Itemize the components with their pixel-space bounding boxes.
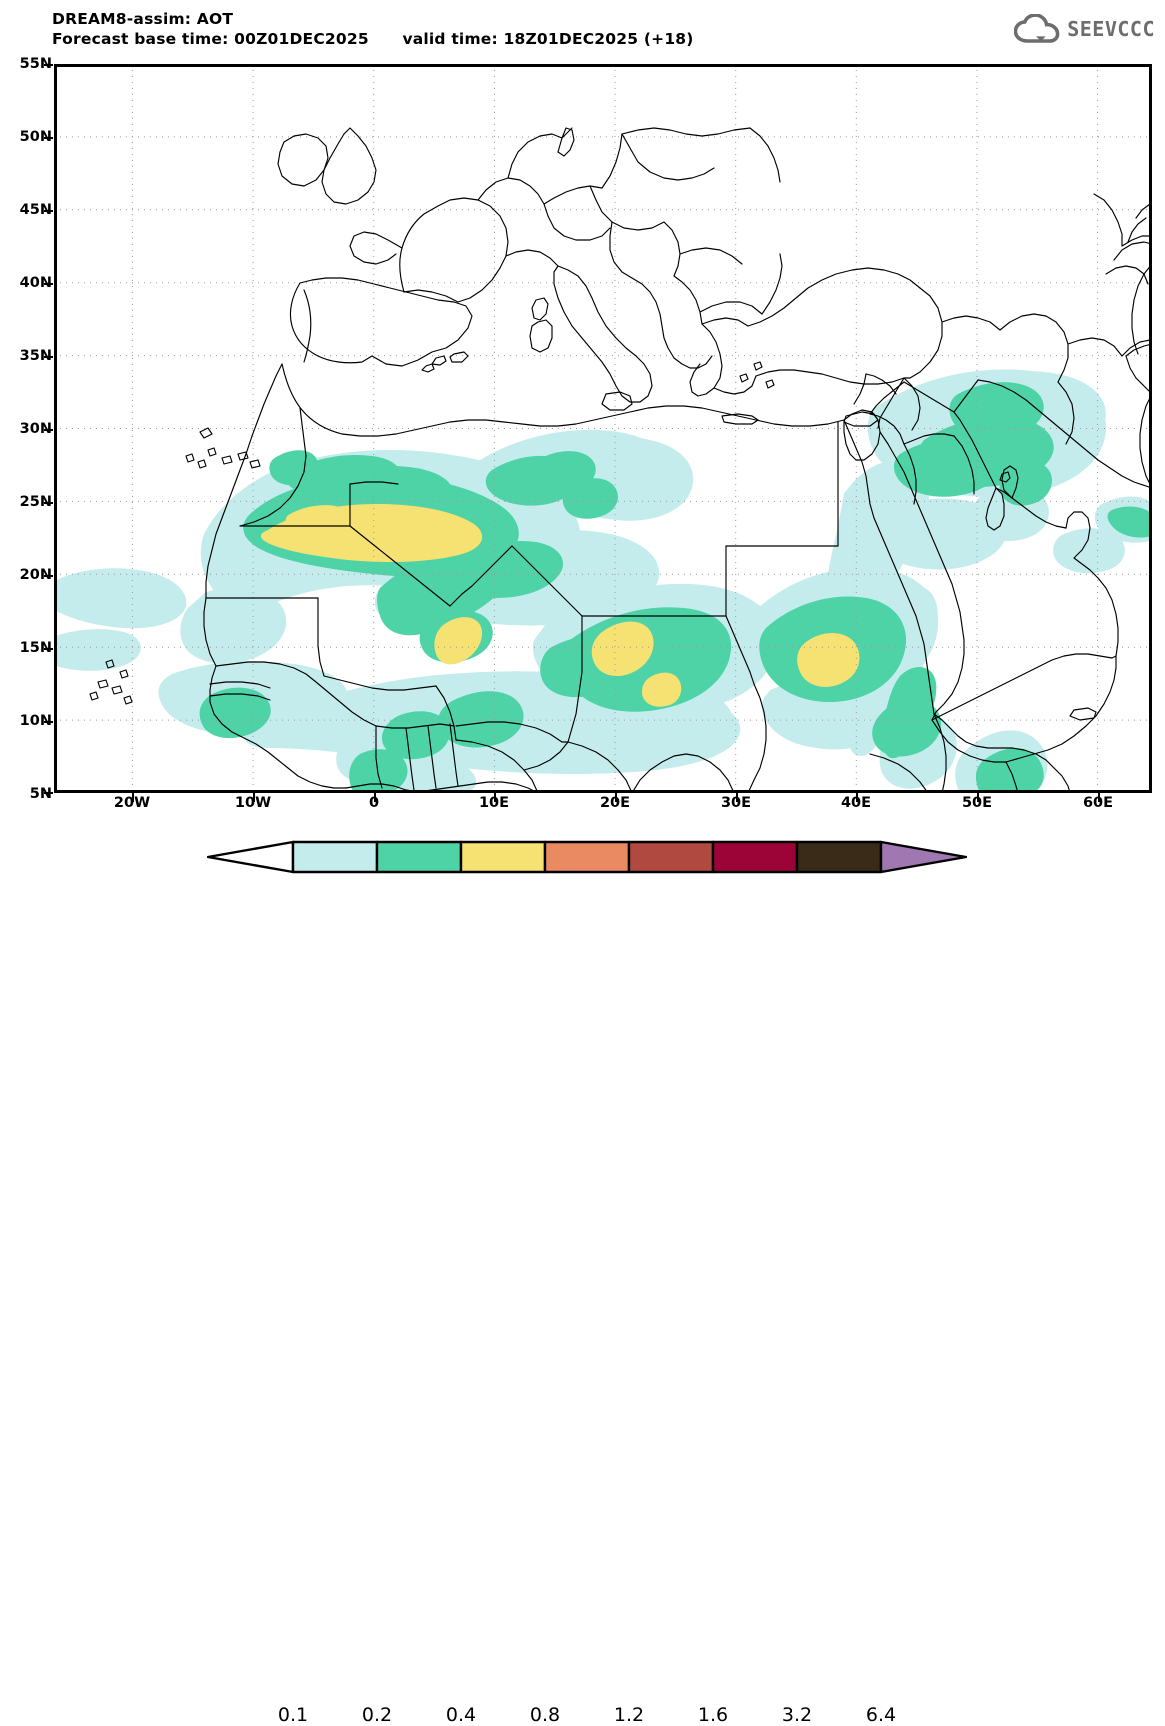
y-tick-label-45N: 45N bbox=[19, 202, 52, 218]
seevccc-logo: SEEVCCC bbox=[1014, 14, 1155, 44]
colorbar-tick-0.2: 0.2 bbox=[361, 1704, 393, 1726]
chart-header: DREAM8-assim: AOT Forecast base time: 00… bbox=[52, 10, 952, 49]
x-tick-label-10W: 10W bbox=[234, 795, 272, 811]
y-tick-label-55N: 55N bbox=[19, 56, 52, 72]
y-tick-label-40N: 40N bbox=[19, 275, 52, 291]
cloud-icon bbox=[1014, 14, 1060, 43]
colorbar-tick-1.6: 1.6 bbox=[697, 1704, 729, 1726]
model-title: DREAM8-assim: AOT bbox=[52, 10, 234, 28]
x-tick-label-20E: 20E bbox=[599, 795, 631, 811]
y-tick-label-25N: 25N bbox=[19, 494, 52, 510]
x-tick-label-20W: 20W bbox=[113, 795, 151, 811]
colorbar-tick-0.8: 0.8 bbox=[529, 1704, 561, 1726]
y-tick-label-5N: 5N bbox=[29, 786, 52, 802]
y-tick-label-35N: 35N bbox=[19, 348, 52, 364]
colorbar-swatches bbox=[206, 840, 968, 874]
map-canvas bbox=[54, 64, 1152, 793]
x-tick-label-30E: 30E bbox=[720, 795, 752, 811]
plot-frame bbox=[54, 64, 1152, 793]
x-tick-label-0: 0 bbox=[368, 795, 380, 811]
colorbar-block-5 bbox=[711, 840, 799, 874]
colorbar-over-arrow bbox=[879, 840, 968, 874]
x-tick-label-60E: 60E bbox=[1082, 795, 1114, 811]
x-tick-label-10E: 10E bbox=[478, 795, 510, 811]
colorbar-under-arrow bbox=[206, 840, 295, 874]
aot-band-0.4 bbox=[260, 504, 860, 707]
colorbar-block-1 bbox=[375, 840, 463, 874]
x-tick-label-50E: 50E bbox=[961, 795, 993, 811]
logo-text: SEEVCCC bbox=[1067, 17, 1155, 41]
colorbar-block-6 bbox=[795, 840, 883, 874]
y-tick-label-15N: 15N bbox=[19, 640, 52, 656]
colorbar-tick-3.2: 3.2 bbox=[781, 1704, 813, 1726]
y-tick-label-10N: 10N bbox=[19, 713, 52, 729]
aot-contour-layer bbox=[54, 369, 1152, 793]
y-tick-label-20N: 20N bbox=[19, 567, 52, 583]
x-tick-label-40E: 40E bbox=[840, 795, 872, 811]
y-tick-label-30N: 30N bbox=[19, 421, 52, 437]
aot-colorbar: 0.1 0.2 0.4 0.8 1.2 1.6 3.2 6.4 bbox=[206, 840, 968, 1726]
colorbar-block-2 bbox=[459, 840, 547, 874]
colorbar-block-4 bbox=[627, 840, 715, 874]
colorbar-tick-0.4: 0.4 bbox=[445, 1704, 477, 1726]
coastline-layer bbox=[89, 127, 1152, 793]
colorbar-block-0 bbox=[291, 840, 379, 874]
colorbar-tick-0.1: 0.1 bbox=[277, 1704, 309, 1726]
colorbar-block-3 bbox=[543, 840, 631, 874]
y-tick-label-50N: 50N bbox=[19, 129, 52, 145]
colorbar-tick-1.2: 1.2 bbox=[613, 1704, 645, 1726]
forecast-time-line: Forecast base time: 00Z01DEC2025 valid t… bbox=[52, 30, 694, 48]
colorbar-tick-6.4: 6.4 bbox=[865, 1704, 897, 1726]
forecast-map bbox=[54, 64, 1152, 793]
